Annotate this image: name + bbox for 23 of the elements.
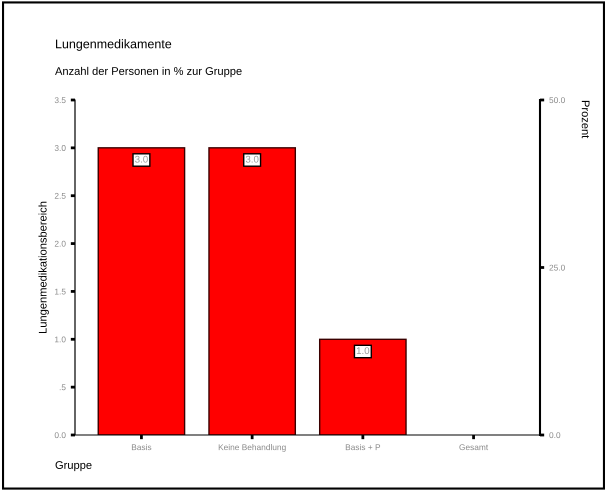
x-tick-label: Gesamt [459, 444, 488, 450]
x-tick-label: Basis [132, 444, 152, 450]
x-tick-label: Keine Behandlung [218, 444, 286, 452]
data-label: 3.0 [246, 156, 259, 163]
y-tick-label: 3.5 [54, 97, 66, 104]
chart-title: Lungenmedikamente [56, 39, 172, 51]
y-tick-label: 0.0 [54, 432, 66, 438]
x-tick-label: Basis + P [346, 444, 380, 450]
y-tick-label: 1.5 [55, 288, 66, 295]
y-tick-label: 2.0 [54, 240, 66, 247]
chart-subtitle: Anzahl der Personen in % zur Gruppe [55, 66, 242, 78]
y2-axis-title: Prozent [582, 100, 590, 138]
y2-tick-label: 25.0 [549, 264, 565, 271]
data-label: 3.0 [135, 156, 148, 163]
y-tick-label: .5 [60, 384, 66, 390]
y-tick-label: 2.5 [54, 192, 66, 199]
x-axis-title: Gruppe [56, 461, 92, 472]
y2-tick-label: 0.0 [549, 432, 560, 438]
y-tick-label: 1.0 [55, 336, 66, 342]
y2-tick-label: 50.0 [549, 97, 565, 104]
data-label: 1.0 [356, 347, 370, 354]
y-axis-title: Lungenmedikationsbereich [38, 202, 49, 333]
y-tick-label: 3.0 [54, 145, 66, 151]
